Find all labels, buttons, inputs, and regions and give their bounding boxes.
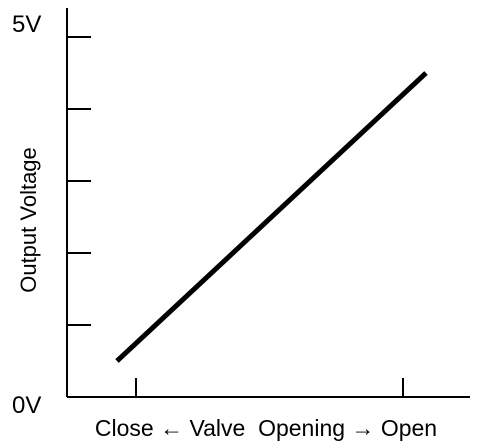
y-min-label: 0V bbox=[12, 392, 41, 419]
series-layer bbox=[115, 71, 428, 363]
y-axis-title: Output Voltage bbox=[16, 147, 41, 293]
x-axis-title: Close ← Valve Opening → Open bbox=[95, 415, 437, 441]
y-axis bbox=[66, 8, 91, 397]
series-line-0 bbox=[115, 71, 428, 363]
y-max-label: 5V bbox=[12, 11, 41, 38]
y-axis-ticks bbox=[67, 36, 91, 326]
x-axis-ticks bbox=[135, 378, 404, 397]
x-axis bbox=[67, 378, 470, 398]
